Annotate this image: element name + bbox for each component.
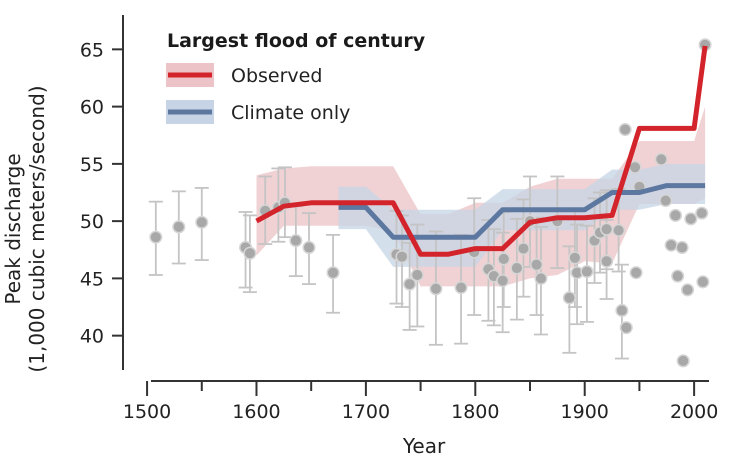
flood-point xyxy=(618,122,632,137)
flood-point xyxy=(681,283,695,297)
flood-point xyxy=(395,250,409,264)
flood-point xyxy=(612,223,626,237)
x-tick-label: 1800 xyxy=(451,401,499,423)
y-axis-title-line2: (1,000 cubic meters/second) xyxy=(25,85,49,372)
flood-point xyxy=(629,266,643,280)
legend-label-climate-only: Climate only xyxy=(231,102,350,124)
flood-point xyxy=(675,240,689,255)
flood-point xyxy=(619,321,633,335)
flood-point xyxy=(454,280,468,295)
legend-title: Largest flood of century xyxy=(167,30,426,52)
y-tick-label: 65 xyxy=(80,39,104,61)
y-ticks: 40 45 50 55 60 65 xyxy=(80,39,123,348)
y-tick-label: 60 xyxy=(80,97,104,119)
flood-point xyxy=(696,275,710,289)
flood-point xyxy=(580,264,594,279)
legend: Largest flood of century Observed Climat… xyxy=(166,30,426,124)
x-axis-title: Year xyxy=(402,434,446,458)
flood-point xyxy=(172,220,186,234)
flood-point xyxy=(600,254,614,268)
flood-point xyxy=(568,251,582,265)
flood-point xyxy=(195,215,209,229)
y-tick-label: 40 xyxy=(80,326,104,348)
flood-point xyxy=(659,193,673,208)
flood-point xyxy=(671,269,685,283)
flood-point xyxy=(534,271,548,285)
flood-point xyxy=(668,208,683,222)
y-tick-label: 45 xyxy=(80,268,104,290)
flood-point xyxy=(429,282,443,296)
x-tick-label: 1700 xyxy=(342,401,390,423)
x-ticks: 1500 1600 1700 1800 1900 2000 xyxy=(123,381,718,423)
flood-point xyxy=(410,268,424,282)
y-tick-label: 50 xyxy=(80,211,104,233)
flood-point xyxy=(676,354,690,368)
flood-point xyxy=(654,152,668,166)
flood-point xyxy=(403,277,417,291)
legend-label-observed: Observed xyxy=(231,65,322,87)
series-lines xyxy=(255,45,708,257)
line-climate-only xyxy=(338,183,706,240)
x-tick-label: 1500 xyxy=(123,401,171,423)
flood-point xyxy=(149,230,163,244)
flood-point xyxy=(664,238,678,252)
flood-point xyxy=(243,246,257,260)
flood-point xyxy=(496,274,510,288)
y-axis-title-line1: Peak discharge xyxy=(1,153,25,304)
flood-point xyxy=(326,266,340,280)
x-tick-label: 1900 xyxy=(561,401,609,423)
flood-point xyxy=(302,240,316,255)
y-tick-label: 55 xyxy=(80,154,104,176)
flood-point xyxy=(530,258,544,272)
flood-point xyxy=(600,222,614,236)
x-tick-label: 2000 xyxy=(670,401,718,423)
flood-point xyxy=(516,242,530,256)
line-observed xyxy=(255,45,708,257)
flood-point xyxy=(684,212,698,226)
flood-point xyxy=(615,303,629,318)
flood-point xyxy=(497,252,511,266)
flood-point xyxy=(695,206,709,220)
flood-point xyxy=(562,291,576,305)
axes: 40 45 50 55 60 65 1500 1600 1700 1800 1900 2000 xyxy=(80,15,718,423)
flood-point xyxy=(289,234,303,248)
y-axis-title: Peak discharge (1,000 cubic meters/secon… xyxy=(1,85,49,372)
flood-point xyxy=(510,261,524,275)
x-tick-label: 1600 xyxy=(232,401,280,423)
